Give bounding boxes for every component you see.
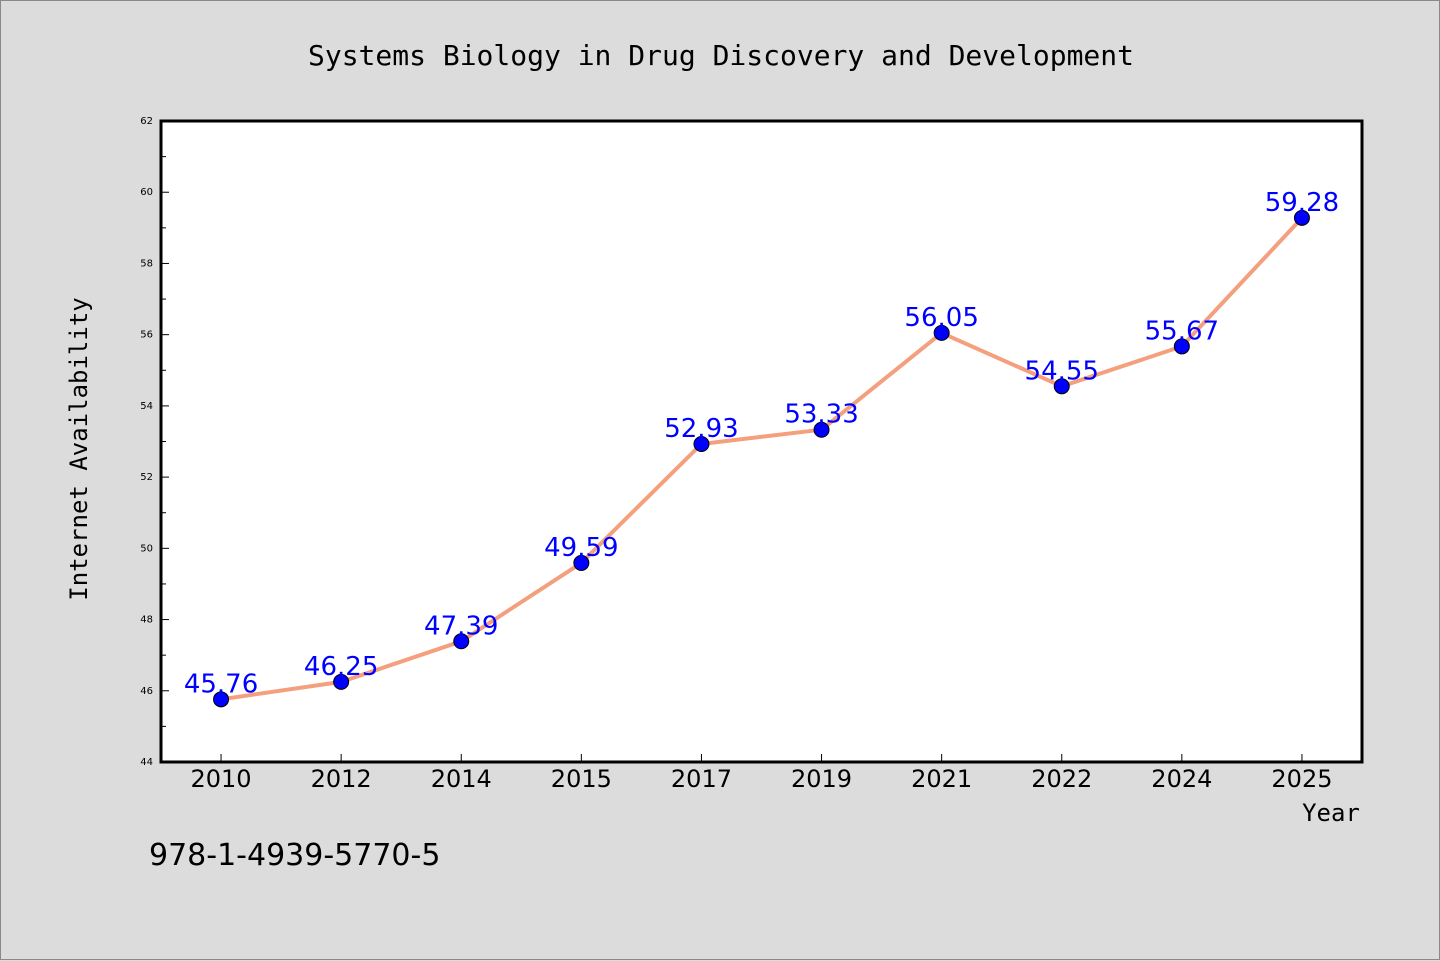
y-axis-label: Internet Availability <box>65 297 93 600</box>
data-point <box>213 691 230 708</box>
y-tick-label: 48 <box>140 615 153 626</box>
data-label: 53.33 <box>784 400 858 430</box>
isbn-text: 978-1-4939-5770-5 <box>149 838 440 873</box>
data-label: 55.67 <box>1145 316 1219 346</box>
x-axis: 2010 2012 2014 2015 2017 2019 2021 2022 2024 2025 <box>191 754 1332 793</box>
y-axis: 44 46 48 50 52 54 56 58 60 62 <box>140 116 169 768</box>
data-point <box>813 421 830 438</box>
data-label: 47.39 <box>424 611 498 641</box>
chart-title: Systems Biology in Drug Discovery and De… <box>308 39 1134 72</box>
data-point <box>1293 209 1310 226</box>
x-tick-label: 2010 <box>191 765 252 793</box>
y-tick-label: 44 <box>140 757 153 768</box>
data-label: 52.93 <box>664 414 738 444</box>
data-point <box>1053 378 1070 395</box>
data-point <box>333 673 350 690</box>
plot-area <box>159 119 1364 764</box>
x-tick-label: 2015 <box>551 765 612 793</box>
x-tick-label: 2019 <box>791 765 852 793</box>
y-tick-label: 54 <box>140 401 153 412</box>
x-tick-label: 2025 <box>1271 765 1332 793</box>
data-point <box>453 633 470 650</box>
x-tick-label: 2012 <box>311 765 372 793</box>
x-tick-label: 2024 <box>1151 765 1212 793</box>
data-point <box>1173 338 1190 355</box>
data-label: 49.59 <box>544 533 618 563</box>
x-tick-label: 2022 <box>1031 765 1092 793</box>
data-label: 46.25 <box>304 652 378 682</box>
y-tick-label: 62 <box>140 116 153 127</box>
x-axis-label: Year <box>1302 799 1360 827</box>
data-label: 56.05 <box>904 303 978 333</box>
data-label: 54.55 <box>1025 356 1099 386</box>
y-tick-label: 60 <box>140 187 153 198</box>
x-tick-label: 2021 <box>911 765 972 793</box>
y-tick-label: 52 <box>140 472 153 483</box>
x-tick-label: 2017 <box>671 765 732 793</box>
series-layer: 45.76 46.25 47.39 49.59 52.93 53.33 56.05 54.55… <box>184 188 1339 708</box>
x-tick-label: 2014 <box>431 765 492 793</box>
data-point <box>693 435 710 452</box>
y-tick-label: 58 <box>140 258 153 269</box>
data-label: 45.76 <box>184 669 258 699</box>
data-point <box>573 554 590 571</box>
series-line <box>220 216 1304 702</box>
data-point <box>933 324 950 341</box>
y-tick-label: 50 <box>140 543 153 554</box>
data-label: 59.28 <box>1265 188 1339 218</box>
y-tick-label: 56 <box>140 330 153 341</box>
y-tick-label: 46 <box>140 686 153 697</box>
